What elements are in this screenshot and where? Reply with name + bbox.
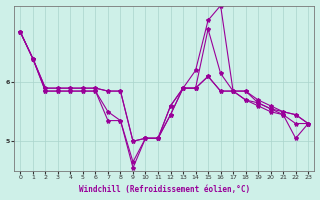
- X-axis label: Windchill (Refroidissement éolien,°C): Windchill (Refroidissement éolien,°C): [79, 185, 250, 194]
